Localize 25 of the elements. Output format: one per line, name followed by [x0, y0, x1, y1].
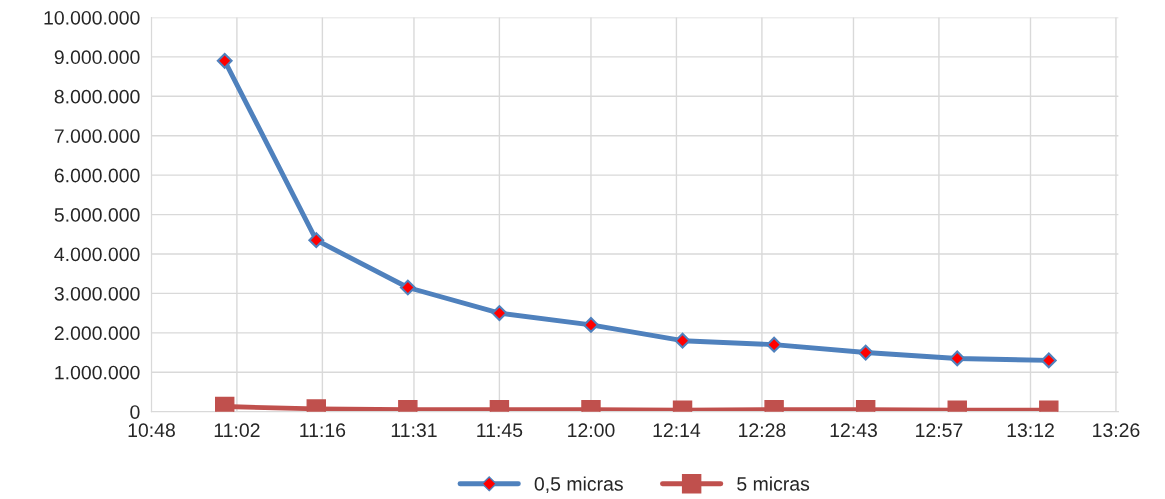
x-tick-label: 10:48 — [128, 423, 175, 438]
y-tick-label: 2.000.000 — [54, 326, 140, 341]
x-tick-label: 12:57 — [916, 423, 963, 438]
x-tick-label: 11:31 — [391, 423, 437, 438]
x-tick-label: 11:45 — [477, 423, 523, 438]
y-tick-label: 4.000.000 — [54, 247, 140, 262]
x-tick-label: 11:02 — [214, 423, 260, 438]
y-tick-label: 1.000.000 — [55, 365, 140, 380]
y-tick-label: 6.000.000 — [54, 168, 140, 183]
legend-label: 5 micras — [737, 476, 810, 491]
x-tick-label: 12:00 — [568, 423, 615, 438]
x-tick-label: 12:14 — [653, 423, 701, 437]
legend-label: 0,5 micras — [534, 476, 623, 494]
x-tick-label: 11:16 — [300, 423, 346, 438]
x-tick-label: 13:12 — [1007, 423, 1054, 438]
y-tick-label: 0 — [130, 405, 140, 419]
y-tick-label: 8.000.000 — [54, 89, 140, 104]
y-tick-label: 5.000.000 — [54, 208, 140, 222]
x-tick-label: 12:28 — [739, 423, 786, 438]
y-tick-label: 9.000.000 — [54, 50, 140, 65]
y-tick-label: 3.000.000 — [54, 286, 140, 301]
y-tick-label: 7.000.000 — [54, 129, 140, 143]
x-tick-label: 13:26 — [1093, 423, 1140, 438]
y-tick-label: 10.000.000 — [44, 10, 140, 25]
x-tick-label: 12:43 — [830, 423, 877, 438]
